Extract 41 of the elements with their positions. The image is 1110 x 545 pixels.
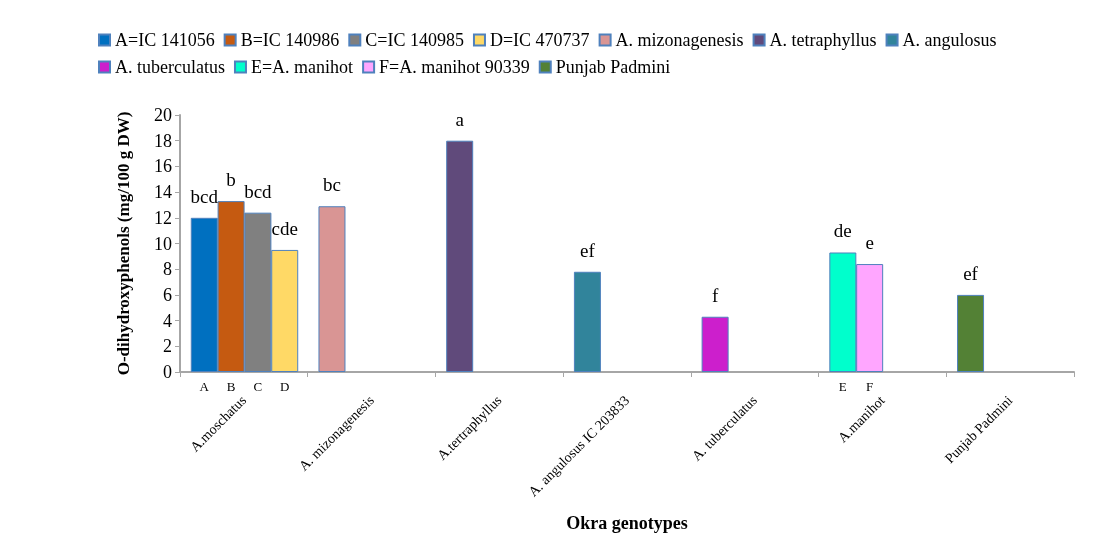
data-label: e	[865, 232, 874, 254]
y-tick-label: 14	[154, 182, 172, 203]
y-tick-label: 0	[163, 362, 172, 382]
x-axis-title: Okra genotypes	[566, 513, 688, 533]
y-tick-label: 20	[154, 105, 172, 125]
legend-label: D=IC 470737	[489, 30, 590, 50]
data-label: bc	[323, 174, 341, 196]
legend-label: E=A. manihot	[250, 57, 354, 77]
legend-label: A. tetraphyllus	[769, 30, 877, 50]
data-label: cde	[271, 217, 298, 239]
data-label: ef	[963, 262, 979, 284]
y-tick-label: 16	[154, 156, 172, 177]
data-label: de	[833, 220, 852, 242]
y-axis-title: O-dihydroxyphenols (mg/100 g DW)	[114, 111, 133, 376]
legend-label: B=IC 140986	[240, 30, 340, 50]
text: E	[838, 379, 847, 394]
text: B	[226, 379, 236, 394]
text: C	[253, 379, 263, 394]
text: D	[280, 379, 290, 394]
data-label: bcd	[244, 180, 273, 202]
y-tick-label: 2	[163, 336, 172, 357]
data-label: ef	[580, 239, 596, 261]
legend-label: A. mizonagenesis	[615, 30, 744, 50]
legend-label: C=IC 140985	[365, 30, 464, 50]
legend-label: Punjab Padmini	[555, 57, 671, 77]
y-tick-label: 6	[163, 284, 172, 305]
y-tick-label: 10	[154, 233, 172, 254]
data-label: f	[711, 284, 719, 306]
data-label: bcd	[190, 185, 219, 207]
text: A	[199, 379, 210, 394]
legend-label: A. tuberculatus	[115, 57, 225, 77]
legend-label: A. angulosus	[902, 30, 997, 50]
legend-label: F=A. manihot 90339	[379, 57, 530, 77]
y-tick-label: 8	[163, 259, 172, 280]
data-label: a	[455, 108, 465, 130]
y-tick-label: 12	[154, 207, 172, 228]
y-tick-label: 18	[154, 130, 172, 151]
text: F	[866, 379, 874, 394]
data-label: b	[226, 169, 236, 191]
y-tick-label: 4	[163, 310, 172, 331]
legend-label: A=IC 141056	[115, 30, 215, 50]
